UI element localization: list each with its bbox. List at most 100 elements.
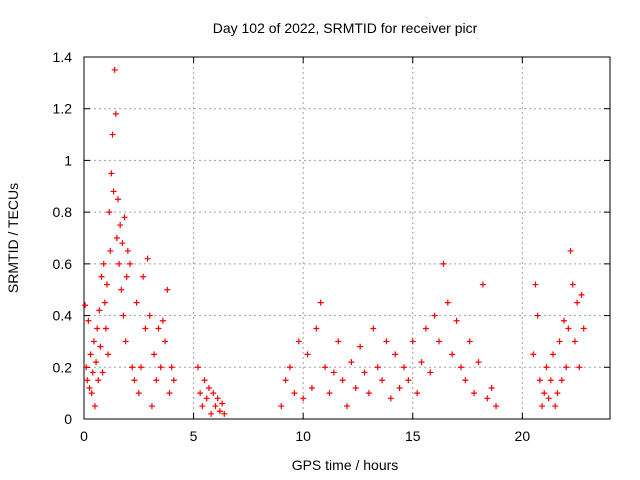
- data-point: [565, 325, 572, 332]
- data-point: [539, 403, 546, 410]
- data-point: [449, 351, 456, 358]
- data-point: [462, 377, 469, 384]
- data-point: [166, 390, 173, 397]
- data-point: [89, 369, 96, 376]
- data-point: [365, 390, 372, 397]
- data-point: [87, 351, 94, 358]
- data-point: [558, 377, 565, 384]
- y-tick-label: 0.8: [53, 204, 73, 220]
- data-point: [111, 66, 118, 73]
- data-point: [466, 338, 473, 345]
- data-point: [488, 384, 495, 391]
- y-tick-label: 1.4: [53, 49, 73, 65]
- data-point: [83, 364, 90, 371]
- data-points: [82, 66, 587, 417]
- data-point: [374, 364, 381, 371]
- data-point: [107, 247, 114, 254]
- data-point: [574, 299, 581, 306]
- data-point: [348, 359, 355, 366]
- data-point: [493, 403, 500, 410]
- data-point: [396, 384, 403, 391]
- data-point: [120, 312, 127, 319]
- data-point: [164, 286, 171, 293]
- data-point: [313, 325, 320, 332]
- data-point: [304, 351, 311, 358]
- data-point: [153, 377, 160, 384]
- data-point: [157, 364, 164, 371]
- data-point: [162, 338, 169, 345]
- data-point: [151, 351, 158, 358]
- data-point: [457, 364, 464, 371]
- data-point: [95, 377, 102, 384]
- data-point: [122, 338, 129, 345]
- y-tick-label: 1.2: [53, 101, 73, 117]
- x-tick-label: 5: [190, 428, 198, 444]
- data-point: [344, 403, 350, 410]
- data-point: [159, 317, 166, 324]
- data-point: [121, 214, 128, 221]
- data-point: [431, 312, 438, 319]
- data-point: [106, 209, 113, 216]
- data-point: [140, 273, 147, 280]
- data-point: [137, 364, 144, 371]
- y-tick-label: 0: [64, 411, 72, 427]
- data-point: [144, 255, 151, 262]
- data-point: [550, 351, 557, 358]
- data-point: [129, 364, 136, 371]
- data-point: [93, 359, 100, 366]
- data-point: [194, 364, 201, 371]
- data-point: [197, 390, 204, 397]
- data-point: [576, 364, 583, 371]
- data-point: [444, 299, 451, 306]
- data-point: [135, 390, 142, 397]
- data-point: [97, 343, 104, 350]
- data-point: [201, 377, 208, 384]
- data-point: [409, 338, 416, 345]
- data-point: [142, 325, 149, 332]
- data-point: [361, 369, 368, 376]
- data-point: [99, 369, 106, 376]
- x-axis-label: GPS time / hours: [292, 457, 399, 473]
- data-point: [124, 247, 131, 254]
- data-point: [534, 312, 541, 319]
- data-point: [133, 299, 140, 306]
- data-point: [90, 338, 97, 345]
- data-point: [560, 317, 567, 324]
- data-point: [199, 403, 206, 410]
- data-point: [278, 403, 285, 410]
- data-point: [580, 325, 587, 332]
- data-point: [335, 338, 342, 345]
- data-point: [212, 403, 219, 410]
- x-tick-label: 0: [80, 428, 88, 444]
- data-point: [295, 338, 302, 345]
- data-point: [436, 338, 443, 345]
- data-point: [536, 377, 543, 384]
- data-point: [101, 299, 108, 306]
- data-point: [105, 351, 112, 358]
- y-tick-label: 1: [64, 152, 72, 168]
- data-point: [86, 384, 93, 391]
- data-point: [216, 408, 223, 415]
- data-point: [530, 351, 537, 358]
- data-point: [556, 338, 563, 345]
- data-point: [96, 307, 103, 314]
- data-point: [392, 351, 399, 358]
- y-axis-label: SRMTID / TECUs: [5, 183, 21, 293]
- data-point: [475, 359, 482, 366]
- data-point: [146, 312, 153, 319]
- data-point: [567, 247, 574, 254]
- data-point: [168, 364, 175, 371]
- y-tick-label: 0.2: [53, 359, 73, 375]
- data-point: [554, 390, 561, 397]
- data-point: [102, 325, 109, 332]
- data-point: [282, 377, 289, 384]
- data-point: [547, 377, 554, 384]
- data-point: [300, 395, 307, 402]
- data-point: [116, 260, 123, 267]
- y-tick-label: 0.4: [53, 308, 73, 324]
- data-point: [418, 359, 425, 366]
- data-point: [471, 390, 478, 397]
- data-point: [88, 390, 95, 397]
- data-point: [91, 403, 98, 410]
- data-point: [112, 110, 119, 117]
